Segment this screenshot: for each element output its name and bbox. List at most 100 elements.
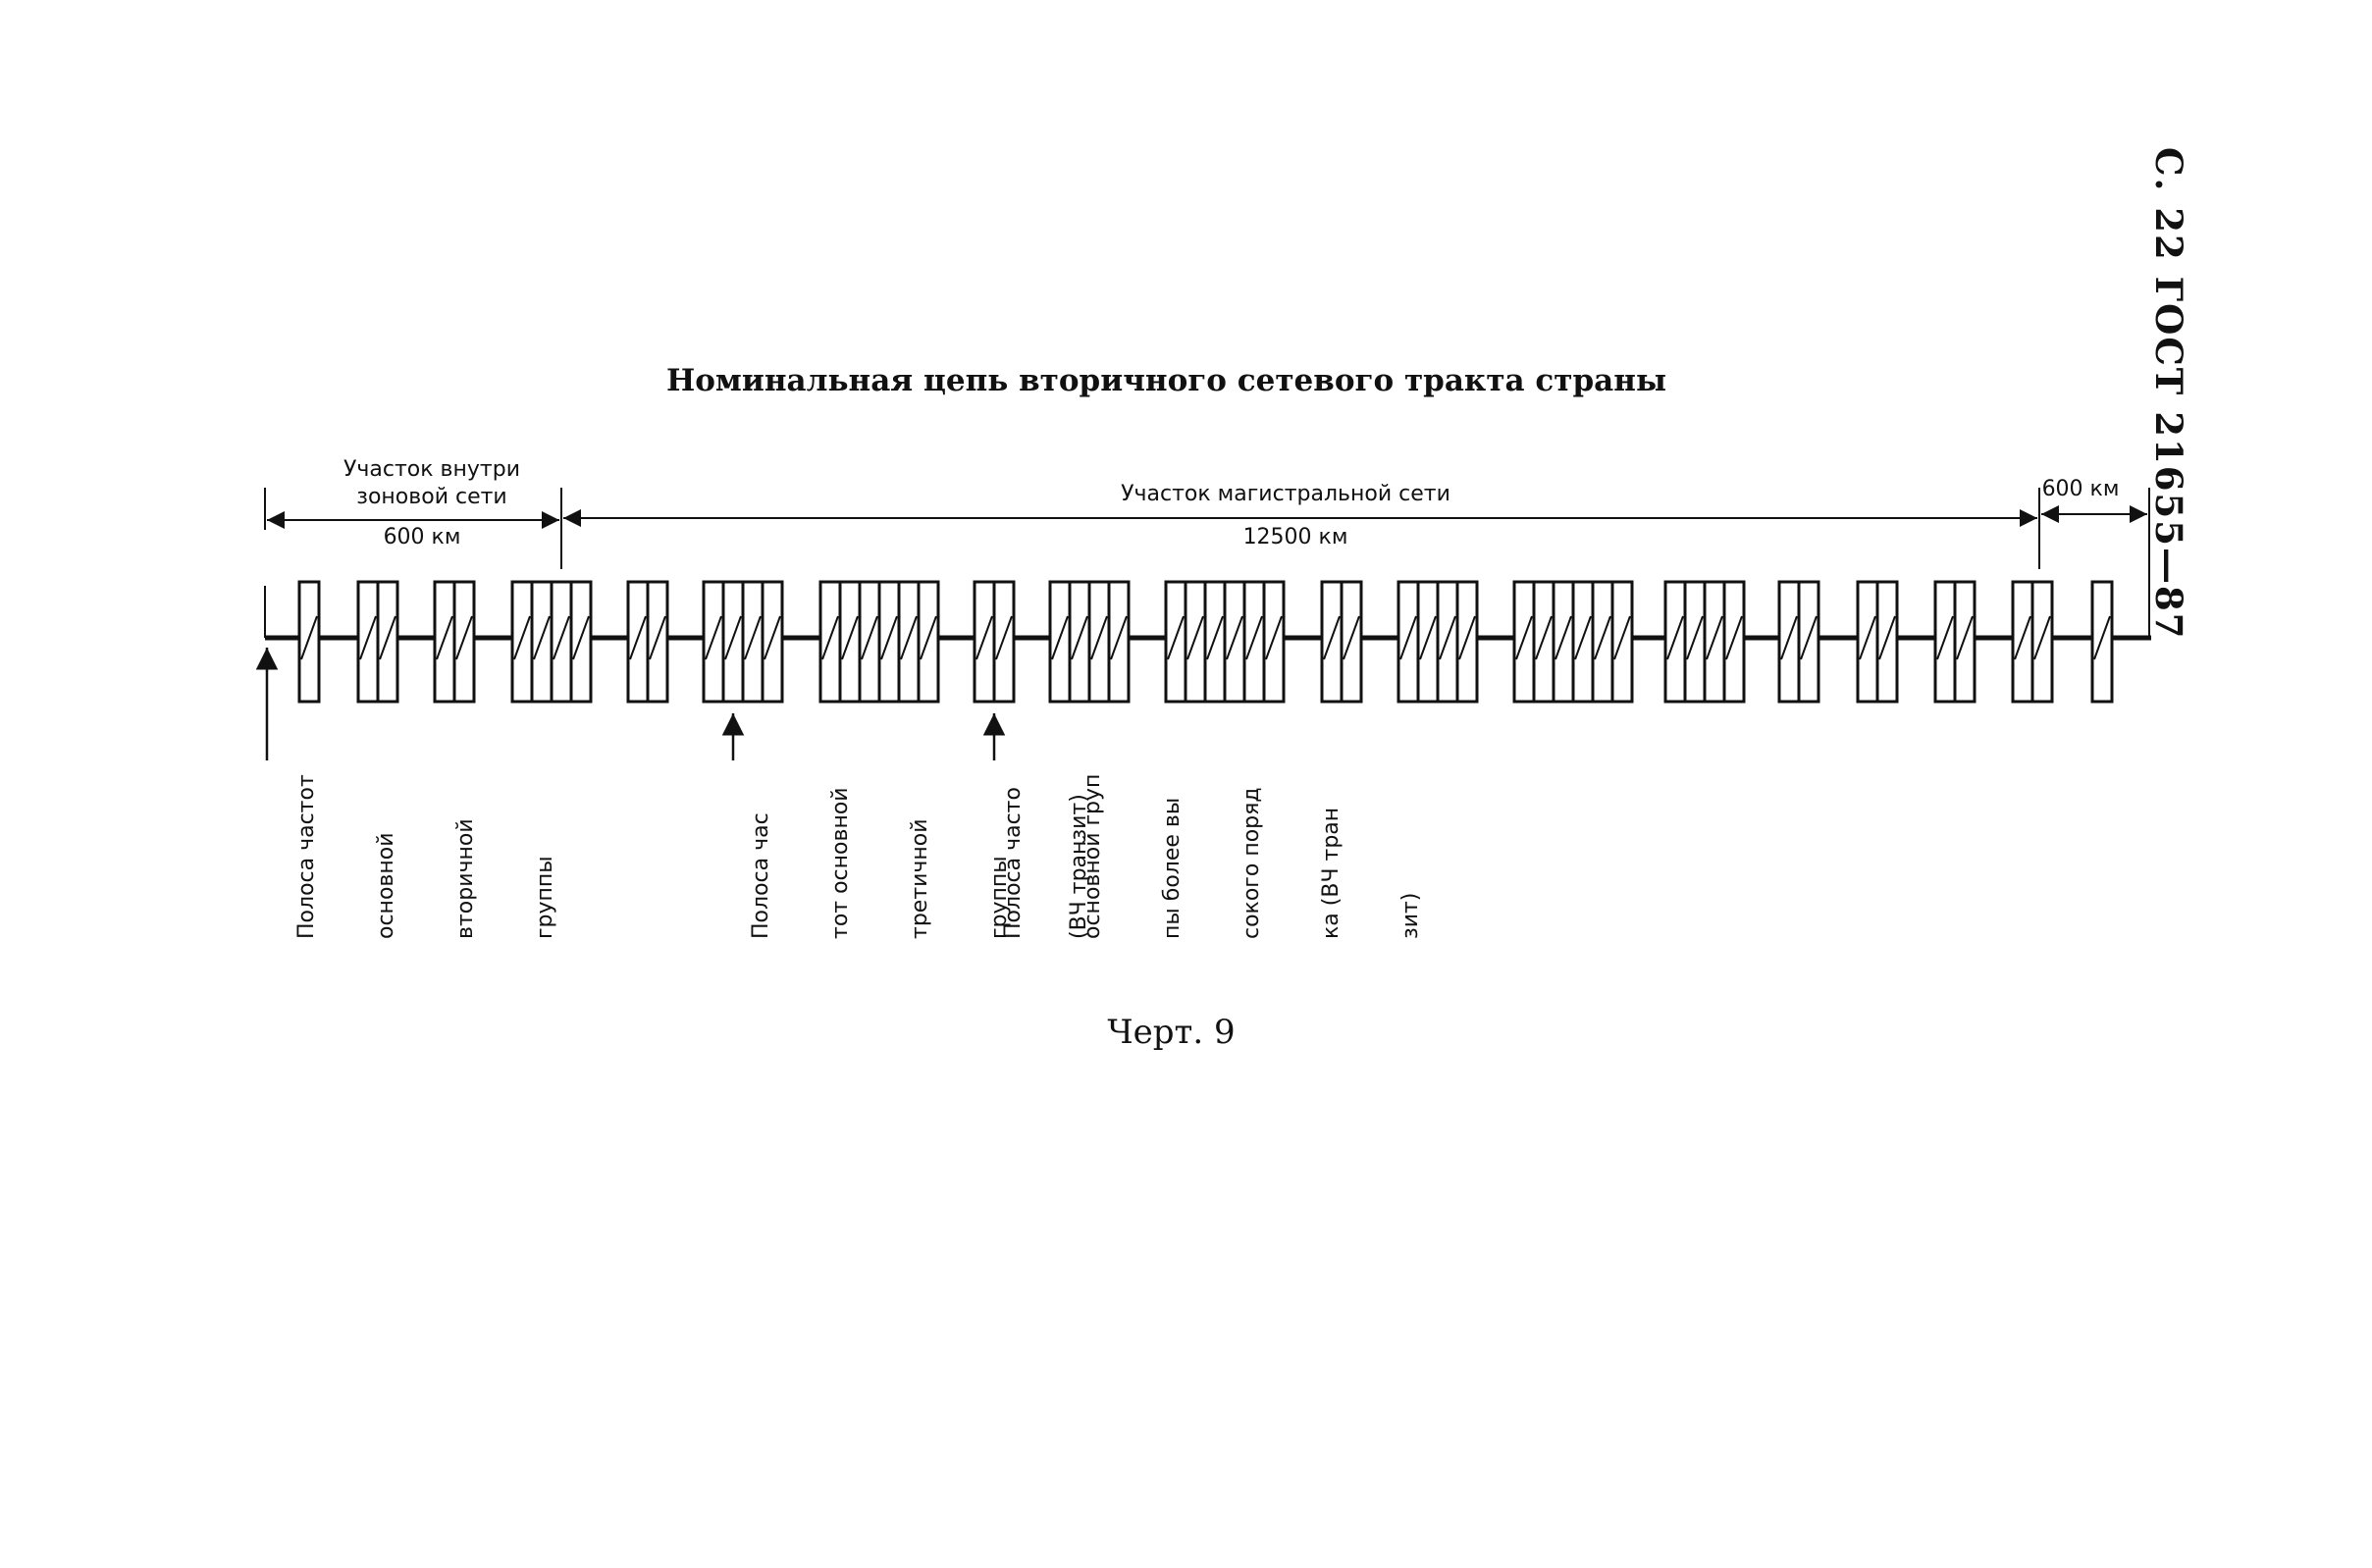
equipment-block: [1512, 580, 1536, 704]
equipment-block: [877, 580, 901, 704]
equipment-block: [818, 580, 842, 704]
note-3-line: сокого поряд: [1239, 787, 1264, 939]
block-hatch: [629, 615, 647, 660]
block-hatch: [1936, 615, 1954, 660]
block-hatch: [861, 615, 878, 660]
equipment-block: [1340, 580, 1363, 704]
equipment-block: [550, 580, 573, 704]
block-hatch: [1594, 615, 1611, 660]
block-hatch: [880, 615, 898, 660]
equipment-block: [1777, 580, 1801, 704]
block-hatch: [1265, 615, 1283, 660]
block-hatch: [975, 615, 993, 660]
equipment-block: [452, 580, 476, 704]
block-group: [1320, 580, 1363, 704]
equipment-block: [2090, 580, 2114, 704]
block-hatch: [1245, 615, 1263, 660]
note-3-line: ка (ВЧ тран: [1319, 807, 1344, 939]
end-section-dimension: [2041, 488, 2150, 638]
equipment-block: [721, 580, 745, 704]
zone-section-dimension: [264, 488, 562, 569]
block-hatch: [1186, 615, 1204, 660]
equipment-block: [1262, 580, 1286, 704]
note-2-line: третичной: [908, 818, 932, 939]
equipment-block: [1532, 580, 1555, 704]
block-hatch: [1399, 615, 1417, 660]
equipment-block: [1416, 580, 1440, 704]
block-group: [1933, 580, 1977, 704]
block-group: [1048, 580, 1131, 704]
note-2-line: Полоса час: [749, 812, 773, 939]
equipment-block: [897, 580, 921, 704]
equipment-block: [626, 580, 650, 704]
note-higher-order-group-band: Полоса часто основной груп пы более вы с…: [947, 774, 1450, 939]
trunk-section-length: 12500 км: [1242, 525, 1348, 549]
equipment-block: [1048, 580, 1072, 704]
equipment-block: [1242, 580, 1266, 704]
equipment-block: [1571, 580, 1595, 704]
block-hatch: [359, 615, 377, 660]
equipment-block: [1223, 580, 1246, 704]
block-hatch: [1419, 615, 1437, 660]
equipment-block: [356, 580, 380, 704]
block-hatch: [1343, 615, 1360, 660]
block-hatch: [2093, 615, 2111, 660]
zone-section-label: Участок внутри зоновой сети: [294, 456, 569, 511]
equipment-block: [858, 580, 881, 704]
equipment-block: [376, 580, 399, 704]
equipment-block: [1436, 580, 1459, 704]
equipment-block: [1087, 580, 1111, 704]
note-3-line: Полоса часто: [1001, 787, 1026, 939]
equipment-block: [1455, 580, 1479, 704]
equipment-block: [1610, 580, 1634, 704]
end-section-length: 600 км: [2041, 477, 2120, 501]
block-group: [702, 580, 784, 704]
equipment-block: [1552, 580, 1575, 704]
note-1-line: основной: [374, 832, 398, 939]
block-hatch: [1071, 615, 1088, 660]
equipment-block: [973, 580, 996, 704]
block-hatch: [1686, 615, 1704, 660]
note-3-line: основной груп: [1081, 773, 1105, 939]
block-group: [1777, 580, 1820, 704]
note-1-line: Полоса частот: [294, 774, 319, 939]
block-hatch: [1206, 615, 1224, 660]
block-hatch: [553, 615, 570, 660]
block-hatch: [1780, 615, 1798, 660]
block-hatch: [379, 615, 396, 660]
block-hatch: [724, 615, 742, 660]
zone-section-label-line1: Участок внутри: [343, 457, 520, 482]
block-hatch: [1439, 615, 1456, 660]
block-hatch: [1706, 615, 1723, 660]
block-hatch: [1555, 615, 1572, 660]
note-3-line: пы более вы: [1160, 797, 1185, 939]
equipment-block: [2030, 580, 2054, 704]
block-hatch: [1666, 615, 1684, 660]
block-group: [1164, 580, 1286, 704]
equipment-block: [1184, 580, 1207, 704]
block-group: [818, 580, 940, 704]
equipment-block: [1107, 580, 1131, 704]
block-hatch: [900, 615, 918, 660]
equipment-block: [1663, 580, 1687, 704]
block-hatch: [455, 615, 473, 660]
equipment-block: [433, 580, 456, 704]
block-hatch: [1323, 615, 1341, 660]
block-group: [1512, 580, 1634, 704]
equipment-block: [1591, 580, 1614, 704]
block-hatch: [1878, 615, 1896, 660]
block-hatch: [1515, 615, 1533, 660]
block-group: [356, 580, 399, 704]
block-hatch: [1051, 615, 1069, 660]
block-group: [626, 580, 669, 704]
equipment-block: [1203, 580, 1227, 704]
equipment-block: [992, 580, 1016, 704]
equipment-block: [510, 580, 534, 704]
block-hatch: [2014, 615, 2031, 660]
equipment-block: [1164, 580, 1187, 704]
block-hatch: [1090, 615, 1108, 660]
note-1-line: группы: [533, 856, 557, 939]
block-hatch: [995, 615, 1013, 660]
block-hatch: [2033, 615, 2051, 660]
